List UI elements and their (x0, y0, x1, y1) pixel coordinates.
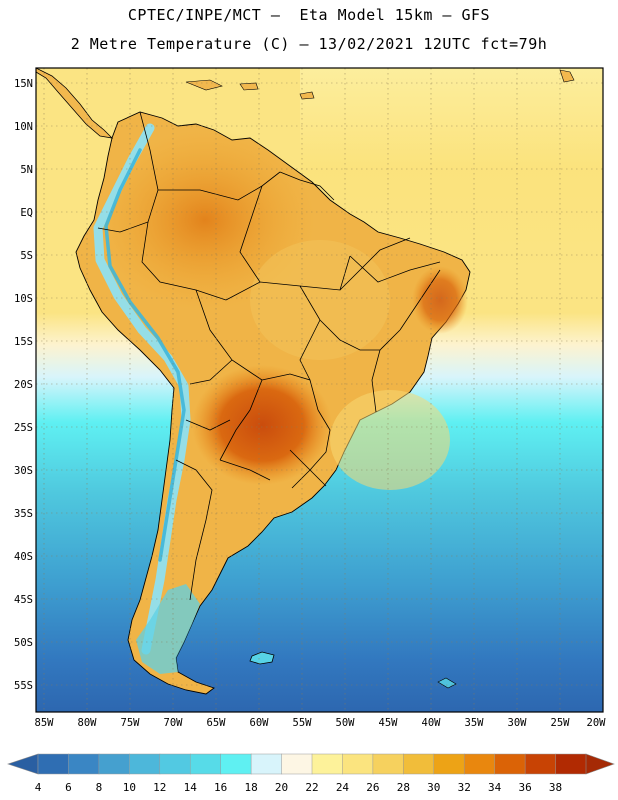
lat-label: 55S (14, 680, 33, 692)
lon-label: 80W (78, 717, 98, 729)
lon-label: 85W (35, 717, 55, 729)
temperature-map: 15N 10N 5N EQ 5S 10S 15S 20S 25S 30S 35S… (14, 67, 607, 729)
lon-label: 55W (293, 717, 313, 729)
colorbar-tick-label: 4 (35, 781, 42, 794)
colorbar-swatch (403, 753, 435, 775)
lat-label: 40S (14, 551, 33, 563)
colorbar-swatch (494, 753, 526, 775)
lon-label: 65W (207, 717, 227, 729)
lat-label: 20S (14, 379, 33, 391)
lat-label: 15S (14, 336, 33, 348)
map-frame-group (35, 67, 604, 713)
colorbar-tick-label: 14 (184, 781, 198, 794)
chart-title-line-1: CPTEC/INPE/MCT – Eta Model 15km – GFS (127, 6, 491, 24)
colorbar-tick-label: 18 (244, 781, 257, 794)
country-borders (97, 111, 441, 601)
colorbar-tick-label: 34 (488, 781, 502, 794)
lon-label: 45W (379, 717, 399, 729)
colorbar-tick-label: 16 (214, 781, 227, 794)
colorbar-tick-label: 6 (65, 781, 72, 794)
colorbar-tick-label: 10 (123, 781, 136, 794)
colorbar-swatches (7, 753, 615, 775)
colorbar-swatch (524, 753, 557, 775)
colorbar-swatch (98, 753, 130, 775)
lat-label: 10N (14, 121, 33, 133)
colorbar-tick-label: 20 (275, 781, 288, 794)
colorbar-tick-label: 22 (305, 781, 318, 794)
central-brazil-warm-zone (250, 240, 390, 360)
lon-label: 40W (422, 717, 442, 729)
longitude-labels: 85W 80W 75W 70W 65W 60W 55W 50W 45W 40W … (35, 717, 607, 729)
lat-label: 50S (14, 637, 33, 649)
lat-label: 30S (14, 465, 33, 477)
northeast-brazil-hot-core (412, 266, 468, 334)
colorbar-swatch (189, 753, 222, 775)
colorbar-swatch (372, 753, 404, 775)
colorbar-tick-label: 28 (397, 781, 410, 794)
south-georgia-island (437, 677, 457, 689)
colorbar-tick-label: 30 (427, 781, 440, 794)
lon-label: 75W (121, 717, 141, 729)
chart-title-line-2: 2 Metre Temperature (C) – 13/02/2021 12U… (70, 35, 548, 53)
lat-label: 10S (14, 293, 33, 305)
latitude-labels: 15N 10N 5N EQ 5S 10S 15S 20S 25S 30S 35S… (14, 78, 33, 692)
colorbar-right-arrow (585, 753, 615, 775)
lon-label: 20W (587, 717, 607, 729)
lat-label: 25S (14, 422, 33, 434)
chaco-hot-core (192, 365, 332, 485)
colorbar-swatch (281, 753, 313, 775)
colorbar-left-arrow (7, 753, 39, 775)
colorbar-tick-label: 24 (336, 781, 350, 794)
lat-label: 5S (20, 250, 33, 262)
lon-label: 70W (164, 717, 184, 729)
colorbar-swatch (220, 753, 252, 775)
colorbar-swatch (37, 753, 69, 775)
colorbar-swatch (311, 753, 343, 775)
lon-label: 50W (336, 717, 356, 729)
temperature-colorbar: 4 6 8 10 12 14 16 18 20 22 24 26 28 30 32 34 36 38 (7, 753, 615, 794)
lat-label: 35S (14, 508, 33, 520)
amazon-hot-zone (95, 130, 315, 310)
lat-label: 15N (14, 78, 33, 90)
colorbar-swatch (342, 753, 374, 775)
colorbar-swatch (68, 753, 100, 775)
caribbean-islands (185, 69, 575, 100)
colorbar-swatch (463, 753, 496, 775)
central-america-land (35, 67, 114, 139)
colorbar-swatch (250, 753, 283, 775)
colorbar-tick-label: 36 (518, 781, 531, 794)
lon-label: 35W (465, 717, 485, 729)
colorbar-swatch (159, 753, 191, 775)
colorbar-swatch (433, 753, 465, 775)
andes-high-ridge (104, 148, 186, 562)
lat-label: EQ (20, 207, 33, 219)
colorbar-tick-label: 12 (153, 781, 166, 794)
lon-label: 30W (508, 717, 528, 729)
colorbar-labels: 4 6 8 10 12 14 16 18 20 22 24 26 28 30 32 34 36 38 (35, 781, 562, 794)
lon-label: 60W (250, 717, 270, 729)
falkland-islands (249, 651, 275, 665)
colorbar-tick-label: 32 (458, 781, 471, 794)
southeast-brazil-mild-zone (330, 390, 450, 490)
colorbar-tick-label: 38 (549, 781, 562, 794)
lat-label: 45S (14, 594, 33, 606)
lat-label: 5N (20, 164, 33, 176)
patagonia-cool-zone (136, 584, 200, 674)
colorbar-tick-label: 8 (96, 781, 103, 794)
colorbar-swatch (129, 753, 161, 775)
colorbar-tick-label: 26 (366, 781, 379, 794)
map-border (35, 67, 604, 713)
lon-label: 25W (551, 717, 571, 729)
colorbar-swatch (555, 753, 587, 775)
